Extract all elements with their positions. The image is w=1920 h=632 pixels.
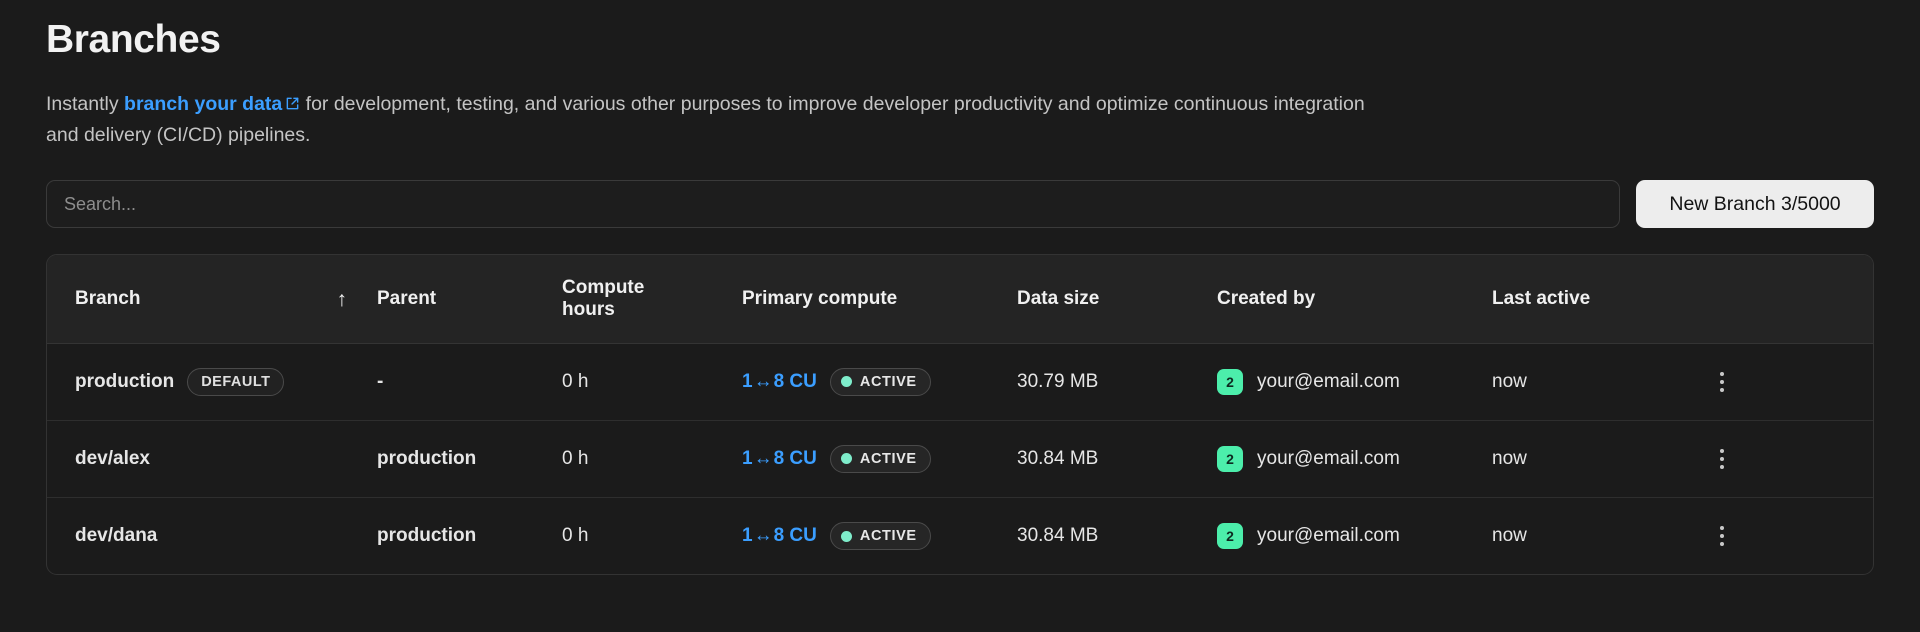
cell-actions [1707, 420, 1873, 498]
compute-min: 1 [742, 370, 753, 392]
branch-your-data-link[interactable]: branch your data [124, 93, 282, 115]
table-row[interactable]: dev/dana production 0 h 1↔8 CU ACTIVE 30… [47, 497, 1873, 574]
column-header-branch[interactable]: Branch ↑ [47, 255, 377, 344]
cell-primary-compute: 1↔8 CU ACTIVE [742, 420, 1017, 498]
cell-parent: production [377, 420, 562, 498]
cell-primary-compute: 1↔8 CU ACTIVE [742, 497, 1017, 574]
table-header: Branch ↑ Parent Compute hours Primary co… [47, 255, 1873, 344]
cell-compute-hours: 0 h [562, 525, 589, 547]
intro-suffix: for development, testing, and various ot… [46, 92, 1365, 146]
search-input[interactable] [46, 180, 1620, 229]
left-right-arrow-icon: ↔ [753, 525, 773, 547]
cell-created-by: 2 your@email.com [1217, 343, 1492, 421]
status-label: ACTIVE [859, 528, 917, 545]
cell-actions [1707, 343, 1873, 421]
row-menu-button[interactable] [1707, 526, 1737, 547]
cell-data-size: 30.84 MB [1017, 525, 1099, 547]
compute-range-link[interactable]: 1↔8 CU [742, 448, 817, 470]
status-dot-icon [840, 376, 852, 388]
compute-range-link[interactable]: 1↔8 CU [742, 525, 817, 547]
cell-created-by: 2 your@email.com [1217, 497, 1492, 574]
default-badge: DEFAULT [187, 367, 285, 396]
column-header-parent[interactable]: Parent [377, 255, 562, 344]
compute-max: 8 CU [773, 370, 817, 392]
column-label-branch: Branch [75, 288, 141, 310]
status-badge: ACTIVE [829, 367, 931, 396]
intro-prefix: Instantly [46, 92, 125, 115]
cell-last-active: now [1492, 525, 1527, 547]
toolbar: New Branch 3/5000 [46, 180, 1874, 229]
branches-table: Branch ↑ Parent Compute hours Primary co… [47, 255, 1873, 574]
cell-parent: - [377, 343, 562, 421]
cell-compute-hours: 0 h [562, 343, 742, 421]
table-row[interactable]: production DEFAULT - 0 h 1↔8 CU ACTIVE 3… [47, 343, 1873, 421]
page-description: Instantly branch your data for developme… [46, 89, 1366, 151]
cell-branch: dev/dana [47, 497, 377, 574]
column-header-data-size[interactable]: Data size [1017, 255, 1217, 344]
cell-primary-compute: 1↔8 CU ACTIVE [742, 343, 1017, 421]
column-header-actions [1707, 255, 1873, 344]
cell-last-active: now [1492, 343, 1707, 421]
cell-compute-hours: 0 h [562, 420, 742, 498]
creator-email: your@email.com [1257, 447, 1400, 469]
status-badge: ACTIVE [829, 444, 931, 473]
compute-max: 8 CU [773, 525, 817, 547]
status-badge: ACTIVE [829, 522, 931, 551]
compute-min: 1 [742, 447, 753, 469]
row-menu-button[interactable] [1707, 371, 1737, 392]
column-header-last-active[interactable]: Last active [1492, 255, 1707, 344]
avatar: 2 [1217, 523, 1243, 550]
compute-min: 1 [742, 525, 753, 547]
branches-page: Branches Instantly branch your data for … [46, 18, 1874, 576]
avatar: 2 [1217, 368, 1243, 395]
branch-name[interactable]: dev/alex [75, 447, 150, 469]
cell-actions [1707, 497, 1873, 574]
branch-name[interactable]: dev/dana [75, 525, 158, 547]
left-right-arrow-icon: ↔ [753, 370, 773, 392]
row-menu-button[interactable] [1707, 448, 1737, 469]
cell-created-by: 2 your@email.com [1217, 420, 1492, 498]
cell-parent: production [377, 525, 477, 547]
status-dot-icon [840, 453, 852, 465]
column-header-primary-compute[interactable]: Primary compute [742, 255, 1017, 344]
cell-data-size: 30.84 MB [1017, 420, 1217, 498]
status-label: ACTIVE [859, 450, 917, 467]
cell-branch: production DEFAULT [47, 343, 377, 421]
new-branch-button[interactable]: New Branch 3/5000 [1636, 180, 1874, 229]
status-dot-icon [840, 530, 852, 542]
external-link-icon [285, 96, 300, 111]
table-header-row: Branch ↑ Parent Compute hours Primary co… [47, 255, 1873, 344]
page-title: Branches [46, 18, 221, 61]
branches-table-card: Branch ↑ Parent Compute hours Primary co… [46, 254, 1874, 576]
creator-email: your@email.com [1257, 370, 1400, 392]
link-label: branch your data [124, 92, 283, 115]
cell-data-size: 30.79 MB [1017, 343, 1217, 421]
compute-max: 8 CU [773, 447, 817, 469]
cell-branch: dev/alex [47, 420, 377, 498]
table-body: production DEFAULT - 0 h 1↔8 CU ACTIVE 3… [47, 343, 1873, 574]
left-right-arrow-icon: ↔ [753, 447, 773, 469]
creator-email: your@email.com [1257, 525, 1400, 547]
table-row[interactable]: dev/alex production 0 h 1↔8 CU ACTIVE 30… [47, 420, 1873, 498]
branch-name[interactable]: production [75, 370, 175, 392]
column-header-created-by[interactable]: Created by [1217, 255, 1492, 344]
sort-ascending-icon[interactable]: ↑ [336, 287, 348, 311]
column-header-compute-hours[interactable]: Compute hours [562, 255, 742, 344]
avatar: 2 [1217, 445, 1243, 472]
status-label: ACTIVE [859, 373, 917, 390]
cell-last-active: now [1492, 420, 1707, 498]
compute-range-link[interactable]: 1↔8 CU [742, 371, 817, 393]
